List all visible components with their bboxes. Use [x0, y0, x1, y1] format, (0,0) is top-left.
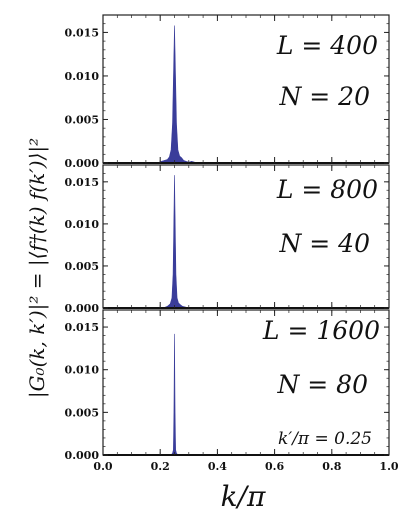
peak-area [162, 175, 189, 309]
y-tick-label: 0.000 [65, 157, 100, 170]
panel-annotation: L = 800 [276, 175, 378, 204]
panel-annotation: N = 40 [278, 229, 370, 258]
peak-area [157, 25, 198, 164]
x-tick-label: 0.0 [93, 460, 112, 473]
y-tick-label: 0.015 [65, 321, 99, 334]
y-tick-label: 0.015 [65, 26, 99, 39]
panel-annotation: L = 400 [276, 31, 378, 60]
panel-2: 0.000 0.005 0.010 0.015 L = 800 N = 40 [65, 164, 390, 315]
y-tick-label: 0.010 [65, 218, 100, 231]
y-tick-label: 0.005 [65, 406, 99, 419]
panel-1: 0.000 0.005 0.010 0.015 L = 400 N = 20 [65, 14, 390, 170]
y-tick-label: 0.015 [65, 176, 99, 189]
y-tick-label: 0.000 [65, 302, 100, 315]
panel-annotation: k′/π = 0.25 [278, 429, 372, 449]
y-tick-label: 0.010 [65, 70, 100, 83]
panel-annotation: L = 1600 [262, 316, 380, 345]
x-tick-label: 0.2 [151, 460, 170, 473]
x-axis-title: k/π [221, 480, 266, 513]
x-tick-label: 1.0 [379, 460, 398, 473]
panel-annotation: N = 80 [276, 370, 368, 399]
y-tick-label: 0.005 [65, 113, 99, 126]
x-tick-label: 0.8 [322, 460, 341, 473]
x-tick-label: 0.4 [208, 460, 227, 473]
y-tick-label: 0.000 [65, 449, 100, 462]
y-axis-title: |G₀(k, k′)|² = |⟨f†(k) f(k′)⟩|² [25, 138, 50, 398]
panel-3: 0.000 0.005 0.010 0.015 0.0 0.2 0.4 0.6 0.8 1.0 L … [65, 309, 399, 473]
panel-annotation: N = 20 [278, 82, 370, 111]
y-tick-label: 0.005 [65, 260, 99, 273]
x-tick-label: 0.6 [265, 460, 284, 473]
y-tick-label: 0.010 [65, 364, 100, 377]
peak-area [170, 333, 179, 456]
